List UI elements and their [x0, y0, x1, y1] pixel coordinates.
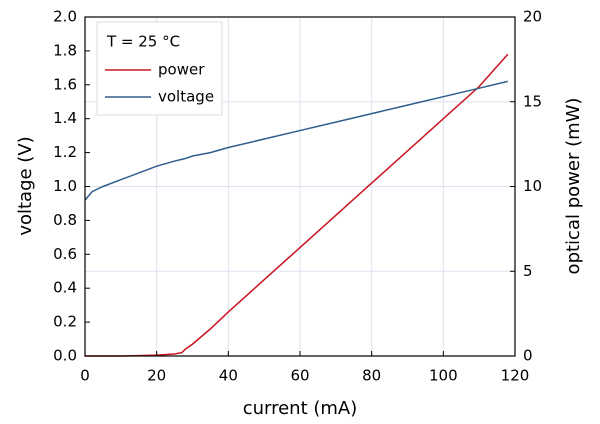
y2-tick-label: 10 — [523, 177, 542, 195]
y-axis-label: voltage (V) — [15, 136, 36, 235]
legend-label: power — [158, 61, 205, 79]
y-tick-label: 1.2 — [53, 143, 77, 161]
y2-tick-label: 0 — [523, 347, 533, 365]
y-tick-label: 0.8 — [53, 211, 77, 229]
legend-title: T = 25 °C — [106, 33, 180, 51]
x-tick-label: 120 — [501, 367, 530, 385]
y2-axis-label: optical power (mW) — [563, 98, 584, 275]
x-tick-label: 0 — [80, 367, 90, 385]
x-tick-label: 60 — [290, 367, 309, 385]
line-series — [84, 80, 509, 201]
y-tick-label: 0.0 — [53, 347, 77, 365]
y-tick-label: 1.4 — [53, 109, 77, 127]
y-tick-label: 1.8 — [53, 41, 77, 59]
x-tick-label: 100 — [429, 367, 458, 385]
y-tick-label: 0.6 — [53, 245, 77, 263]
legend-label: voltage — [158, 88, 214, 106]
y2-tick-label: 15 — [523, 92, 542, 110]
x-tick-label: 80 — [362, 367, 381, 385]
legend-box — [96, 21, 223, 116]
x-axis-label: current (mA) — [243, 398, 358, 419]
y-tick-label: 0.4 — [53, 279, 77, 297]
y2-tick-label: 5 — [523, 262, 533, 280]
y-tick-label: 1.6 — [53, 75, 77, 93]
x-tick-label: 40 — [219, 367, 238, 385]
y-tick-label: 2.0 — [53, 8, 77, 26]
y-tick-label: 1.0 — [53, 177, 77, 195]
x-tick-label: 20 — [147, 367, 166, 385]
y-tick-label: 0.2 — [53, 313, 77, 331]
y2-tick-label: 20 — [523, 8, 542, 26]
